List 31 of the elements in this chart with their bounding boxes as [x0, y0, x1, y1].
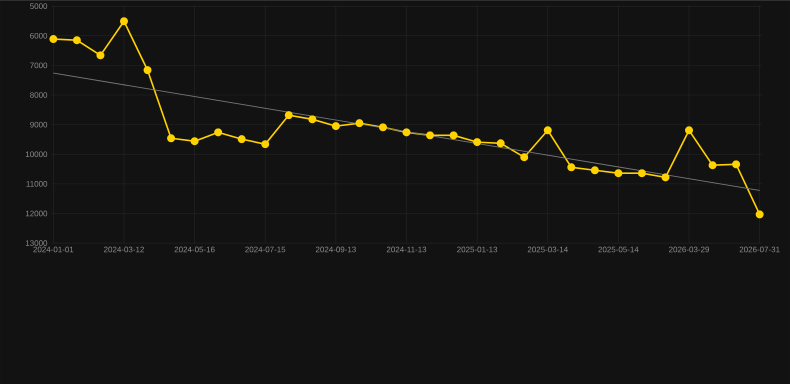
point: [756, 210, 764, 218]
point: [144, 66, 152, 74]
point: [520, 153, 528, 162]
point: [378, 123, 387, 132]
point: [732, 160, 740, 168]
point: [190, 137, 199, 146]
point: [708, 161, 717, 170]
point: [355, 119, 364, 128]
point: [214, 128, 222, 136]
point: [544, 126, 552, 134]
point: [567, 163, 576, 172]
point: [685, 126, 694, 134]
point: [402, 128, 410, 136]
point: [284, 111, 293, 120]
point: [426, 131, 434, 140]
point: [308, 115, 316, 124]
point: [332, 122, 340, 130]
point: [661, 173, 670, 182]
point: [96, 51, 104, 60]
point: [72, 36, 81, 44]
point: [120, 17, 128, 26]
point: [496, 139, 505, 148]
point: [473, 138, 482, 146]
point: [261, 140, 270, 148]
point: [450, 131, 458, 140]
point: [590, 166, 599, 174]
point: [238, 135, 246, 144]
point: [167, 134, 176, 142]
point: [638, 169, 646, 178]
point: [49, 34, 58, 43]
point: [614, 169, 622, 178]
